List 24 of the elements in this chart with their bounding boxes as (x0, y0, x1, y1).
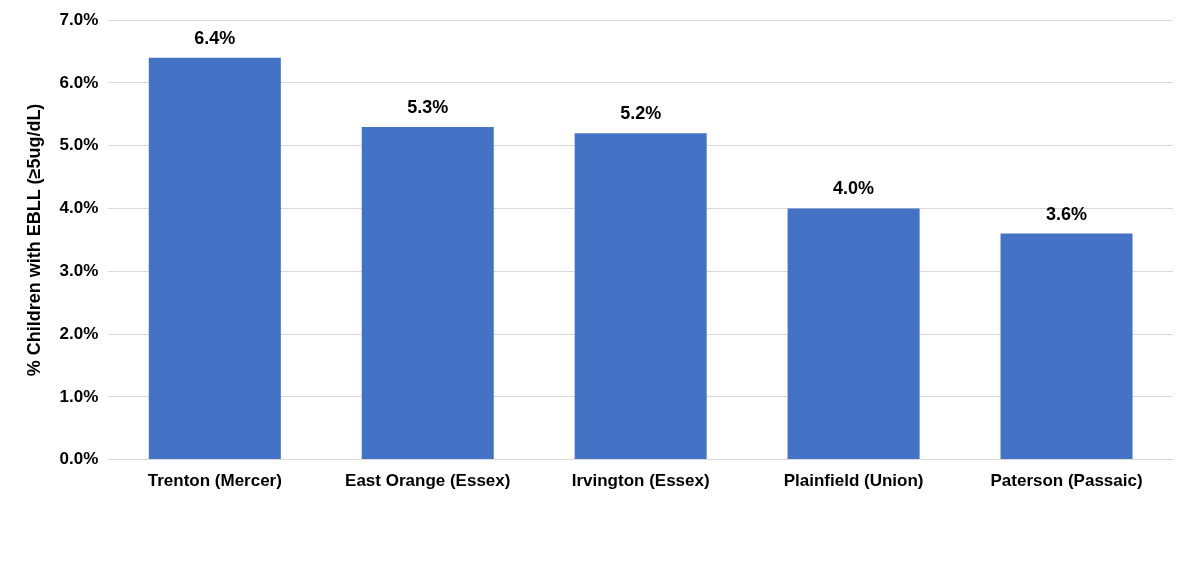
bar (361, 126, 494, 460)
y-tick-label: 3.0% (59, 260, 99, 280)
bar (1000, 233, 1133, 460)
y-tick-label: 4.0% (59, 198, 99, 218)
data-label: 6.4% (194, 27, 236, 48)
y-axis-title: % Children with EBLL (≥5ug/dL) (23, 103, 44, 377)
y-tick-label: 0.0% (59, 449, 99, 469)
y-tick-label: 7.0% (59, 9, 99, 29)
bar (787, 208, 920, 460)
data-label: 3.6% (1046, 203, 1088, 224)
x-tick-label: East Orange (Essex) (345, 471, 511, 491)
data-label: 4.0% (833, 178, 875, 199)
data-label: 5.2% (620, 103, 662, 124)
bar (148, 57, 281, 460)
bar (574, 133, 707, 460)
data-label: 5.3% (407, 96, 449, 117)
x-tick-label: Trenton (Mercer) (147, 471, 282, 491)
x-tick-label: Paterson (Passaic) (990, 471, 1143, 491)
y-tick-label: 2.0% (59, 323, 99, 343)
y-tick-label: 1.0% (59, 386, 99, 406)
y-tick-label: 5.0% (59, 135, 99, 155)
x-tick-label: Plainfield (Union) (783, 471, 924, 491)
x-tick-label: Irvington (Essex) (571, 471, 710, 491)
y-tick-label: 6.0% (59, 72, 99, 92)
